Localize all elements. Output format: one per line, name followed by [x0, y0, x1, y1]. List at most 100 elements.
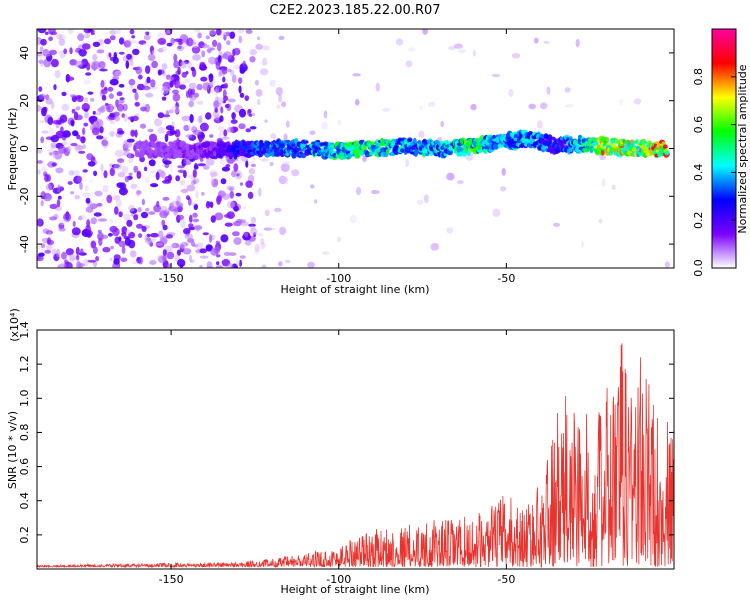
- spectrogram-cell: [184, 59, 190, 65]
- spectrogram-cell: [130, 129, 136, 137]
- spectrogram-cell: [91, 61, 101, 70]
- spectrogram-cell: [116, 29, 121, 35]
- spectrogram-cell: [138, 40, 147, 45]
- spectrogram-ridge-cell: [447, 150, 452, 156]
- spectrogram-cell: [323, 110, 328, 119]
- spectrogram-cell: [226, 31, 231, 37]
- snr-y-tick-label: 0.2: [18, 526, 31, 544]
- spectrogram-cell: [492, 208, 501, 217]
- spectrogram-ridge-cell: [605, 136, 610, 144]
- spectrogram-cell: [501, 167, 506, 176]
- spectrogram-cell: [93, 170, 98, 177]
- spectrogram-cell: [62, 130, 71, 138]
- spectrogram-cell: [41, 130, 49, 134]
- spectrogram-cell: [118, 211, 123, 218]
- spectrogram-cell: [82, 192, 91, 198]
- spectrogram-cell: [230, 119, 238, 124]
- spectrogram-cell: [143, 166, 148, 172]
- spectrogram-cell: [423, 194, 429, 204]
- spectrogram-cell: [90, 240, 97, 249]
- spectrogram-cell: [114, 115, 120, 122]
- spectrogram-cell: [119, 97, 125, 101]
- spectrogram-cell: [193, 203, 198, 210]
- spectrogram-cell: [283, 133, 288, 142]
- spectrogram-cell: [225, 164, 231, 168]
- spectrogram-cell: [224, 103, 230, 109]
- spectrogram-cell: [40, 38, 47, 46]
- spectrogram-cell: [221, 193, 231, 200]
- spectrogram-cell: [37, 79, 41, 86]
- spectrogram-cell: [257, 232, 264, 237]
- spectrogram-cell: [63, 261, 73, 268]
- spectrogram-cell: [161, 63, 168, 70]
- colorbar-label: Normalized spectral amplitude: [736, 64, 749, 233]
- spectrogram-cell: [362, 155, 367, 162]
- spectrogram-cell: [132, 48, 140, 56]
- spectrogram-cell: [112, 69, 122, 77]
- spectrogram-cell: [191, 46, 201, 54]
- spectrogram-cell: [528, 103, 536, 110]
- spectrogram-cell: [281, 160, 291, 165]
- snr-frame: [36, 329, 675, 570]
- spectrogram-cell: [179, 241, 187, 249]
- spectrogram-cell: [249, 126, 257, 130]
- spectrogram-cell: [51, 162, 57, 167]
- spectrogram-cell: [162, 197, 170, 201]
- spectrogram-cell: [222, 76, 226, 83]
- spectrogram-cell: [233, 65, 242, 70]
- spectrogram-cell: [92, 54, 98, 61]
- spectrogram-cell: [60, 261, 66, 268]
- spectrogram-cell: [42, 106, 48, 113]
- spectrogram-cell: [223, 51, 232, 60]
- spectrogram-cell: [67, 181, 73, 185]
- spectrogram-cell: [192, 212, 198, 218]
- spectrogram-ridge-cell: [482, 148, 489, 153]
- spectrogram-cell: [264, 119, 268, 123]
- spectrogram-cell: [169, 81, 174, 88]
- spectrogram-cell: [200, 76, 208, 82]
- spectrogram-cell: [238, 259, 243, 267]
- spectrogram-cell: [671, 108, 674, 113]
- spectrogram-cell: [142, 85, 151, 91]
- spectrogram-cell: [150, 183, 159, 188]
- spectrogram-cell: [121, 165, 129, 174]
- spectrogram-cell: [115, 199, 122, 208]
- spectrogram-cell: [136, 170, 142, 179]
- spectrogram-cell: [162, 224, 168, 231]
- spectrogram-ridge-cell: [285, 152, 290, 156]
- spectrogram-cell: [37, 104, 42, 112]
- spectrogram-cell: [109, 257, 113, 261]
- spectrogram-cell: [418, 130, 425, 138]
- spectrogram-cell: [216, 254, 221, 258]
- snr-panel: 0.2 0.4 0.6 0.8 1.0 1.2 1.4 -150 -100 -50 Height…: [6, 308, 675, 596]
- spectrogram-cell: [177, 258, 186, 268]
- spectrogram-cell: [49, 49, 57, 56]
- spectrogram-cell: [211, 234, 216, 241]
- spectrogram-cell: [45, 183, 53, 191]
- spectrogram-cell: [134, 129, 138, 138]
- spectrogram-cell: [249, 113, 253, 118]
- spectrogram-cell: [109, 120, 116, 125]
- spectrogram-cell: [121, 246, 126, 254]
- spectrogram-cell: [227, 119, 232, 127]
- spectrogram-cell: [147, 53, 156, 62]
- spectrogram-cell: [63, 212, 72, 222]
- spectrogram-cell: [190, 202, 197, 206]
- spectrogram-cell: [42, 50, 51, 57]
- spectrogram-cell: [242, 206, 247, 210]
- spectrogram-cell: [254, 243, 260, 253]
- spectrogram-cell: [186, 37, 194, 47]
- spectrogram-cell: [382, 108, 390, 112]
- spectrogram-cell: [75, 254, 80, 261]
- spectrogram-cell: [206, 158, 215, 166]
- spectrogram-cell: [237, 29, 245, 34]
- spectrogram-cell: [192, 169, 197, 178]
- spectrogram-ridge-cell: [662, 144, 668, 150]
- spectrogram-cell: [68, 29, 74, 35]
- spectrogram-cell: [223, 82, 229, 89]
- spectrogram-cell: [309, 130, 316, 136]
- spectrogram-cell: [219, 115, 224, 122]
- spectrogram-cell: [580, 241, 584, 248]
- spectrogram-cell: [199, 255, 209, 259]
- spectrogram-cell: [44, 31, 49, 35]
